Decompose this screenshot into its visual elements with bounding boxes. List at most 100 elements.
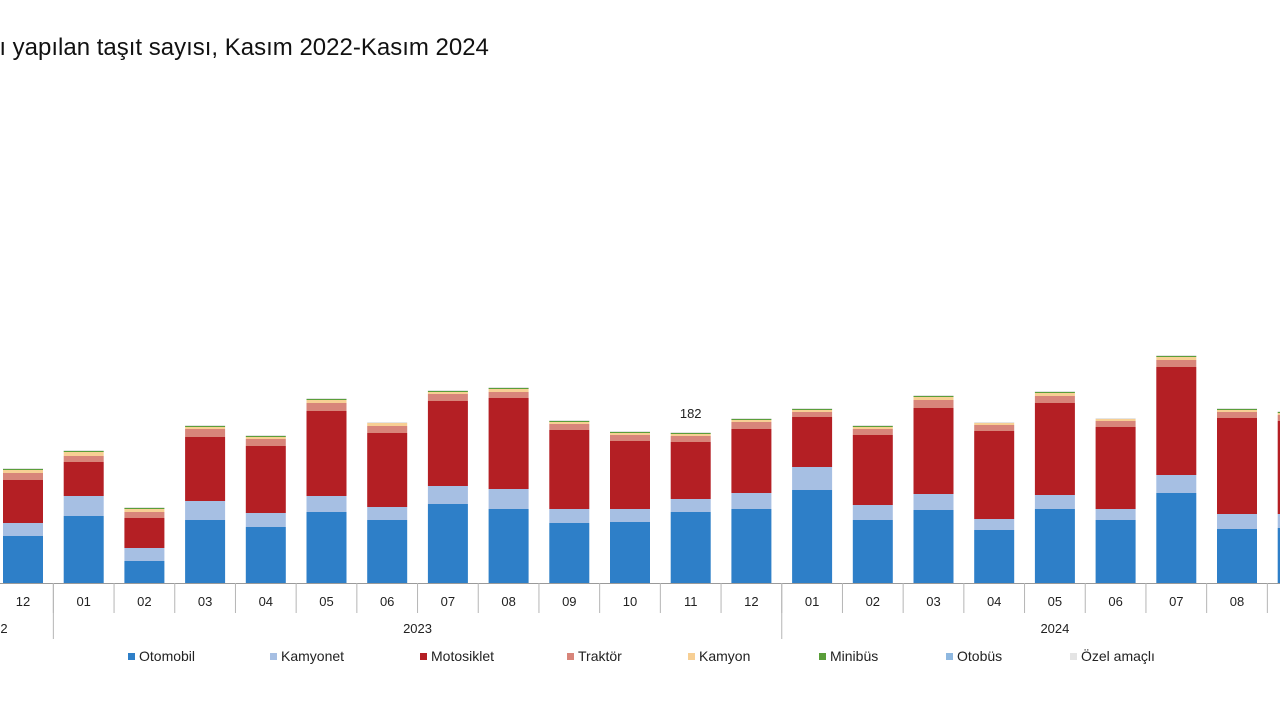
bar-segment xyxy=(488,398,529,489)
bar-segment xyxy=(792,412,833,417)
bar-segment xyxy=(3,473,43,480)
bar-segment xyxy=(1217,514,1257,529)
bar-segment xyxy=(185,425,226,426)
bar-segment xyxy=(245,436,286,437)
bar-segment xyxy=(306,411,347,496)
bar-segment xyxy=(1156,357,1197,360)
bar-segment xyxy=(549,422,590,424)
bar-segment xyxy=(792,417,833,467)
bar-segment xyxy=(731,493,772,509)
x-tick-label: 01 xyxy=(805,594,819,609)
bar-segment xyxy=(610,522,650,583)
bar-segment xyxy=(1095,418,1136,419)
bar-segment xyxy=(367,507,408,520)
legend-swatch xyxy=(270,653,277,660)
bar-segment xyxy=(731,429,772,493)
bar-segment xyxy=(427,401,468,486)
bar-segment xyxy=(185,437,226,501)
bar-segment xyxy=(367,426,408,433)
x-tick-label: 08 xyxy=(501,594,515,609)
bar-segment xyxy=(852,520,893,583)
bar-segment xyxy=(124,509,165,512)
bar-segment xyxy=(1277,411,1280,412)
legend-label: Otobüs xyxy=(957,648,1002,664)
bar-segment xyxy=(124,508,165,509)
bar-segment xyxy=(1095,427,1136,509)
x-tick-label: 07 xyxy=(441,594,455,609)
bar-segment xyxy=(124,518,165,548)
x-tick-label: 12 xyxy=(16,594,30,609)
bar-segment xyxy=(913,408,954,494)
bar-segment xyxy=(549,523,590,583)
bar-segment xyxy=(549,430,590,509)
bar-segment xyxy=(549,509,590,523)
bar-segment xyxy=(1277,415,1280,421)
bar-segment xyxy=(306,399,347,400)
x-tick-label: 09 xyxy=(562,594,576,609)
bar-segment xyxy=(610,431,650,432)
bar-segment xyxy=(245,435,286,436)
bar-segment xyxy=(1034,396,1075,403)
bar-segment xyxy=(610,441,650,509)
bar-segment xyxy=(792,409,833,410)
bar-segment xyxy=(731,418,772,419)
bar-segment xyxy=(670,432,711,433)
bar-segment xyxy=(913,510,954,583)
bar-segment xyxy=(974,519,1015,530)
bar-segment xyxy=(245,527,286,583)
bar-segment xyxy=(1277,528,1280,583)
legend-swatch xyxy=(688,653,695,660)
bar-segment xyxy=(974,422,1015,423)
bar-segment xyxy=(3,470,43,473)
bar-segment xyxy=(427,391,468,392)
bar-segment xyxy=(3,468,43,469)
bar-segment xyxy=(913,396,954,397)
bar-segment xyxy=(852,425,893,426)
bar-segment xyxy=(488,509,529,583)
legend-label: Traktör xyxy=(578,648,622,664)
legend-label: Minibüs xyxy=(830,648,878,664)
bar-segment xyxy=(63,456,104,462)
bar-segment xyxy=(245,513,286,527)
legend-swatch xyxy=(946,653,953,660)
bar-segment xyxy=(427,390,468,391)
bar-segment xyxy=(367,422,408,423)
bar-segment xyxy=(1156,367,1197,475)
bar-segment xyxy=(185,427,226,429)
bar-segment xyxy=(792,490,833,583)
bar-segment xyxy=(1217,409,1257,410)
bar-segment xyxy=(3,469,43,470)
bar-segment xyxy=(124,507,165,508)
bar-segment xyxy=(974,425,1015,431)
x-tick-label: 05 xyxy=(319,594,333,609)
bar-segment xyxy=(1217,529,1257,583)
bar-segment xyxy=(974,423,1015,425)
bar-segment xyxy=(124,512,165,518)
bar-segment xyxy=(670,512,711,583)
bar-segment xyxy=(1277,421,1280,514)
legend-label: Motosiklet xyxy=(431,648,494,664)
bar-segment xyxy=(731,419,772,420)
bar-segment xyxy=(1034,391,1075,392)
bar-segment xyxy=(1156,475,1197,493)
bar-segment xyxy=(1217,418,1257,514)
bar-segment xyxy=(549,421,590,422)
x-tick-label: 07 xyxy=(1169,594,1183,609)
year-label: 2 xyxy=(0,621,7,636)
bar-segment xyxy=(488,489,529,509)
bar-segment xyxy=(549,424,590,430)
legend-label: Otomobil xyxy=(139,648,195,664)
bar-segment xyxy=(610,509,650,522)
bar-segment xyxy=(63,450,104,451)
bar-segment xyxy=(1277,413,1280,415)
x-tick-label: 04 xyxy=(259,594,273,609)
bar-segment xyxy=(670,499,711,512)
bar-segment xyxy=(1217,412,1257,418)
bar-segment xyxy=(731,509,772,583)
bar-segment xyxy=(245,439,286,446)
bar-segment xyxy=(913,397,954,400)
bar-segment xyxy=(731,420,772,422)
x-tick-label: 02 xyxy=(137,594,151,609)
bar-segment xyxy=(670,434,711,436)
